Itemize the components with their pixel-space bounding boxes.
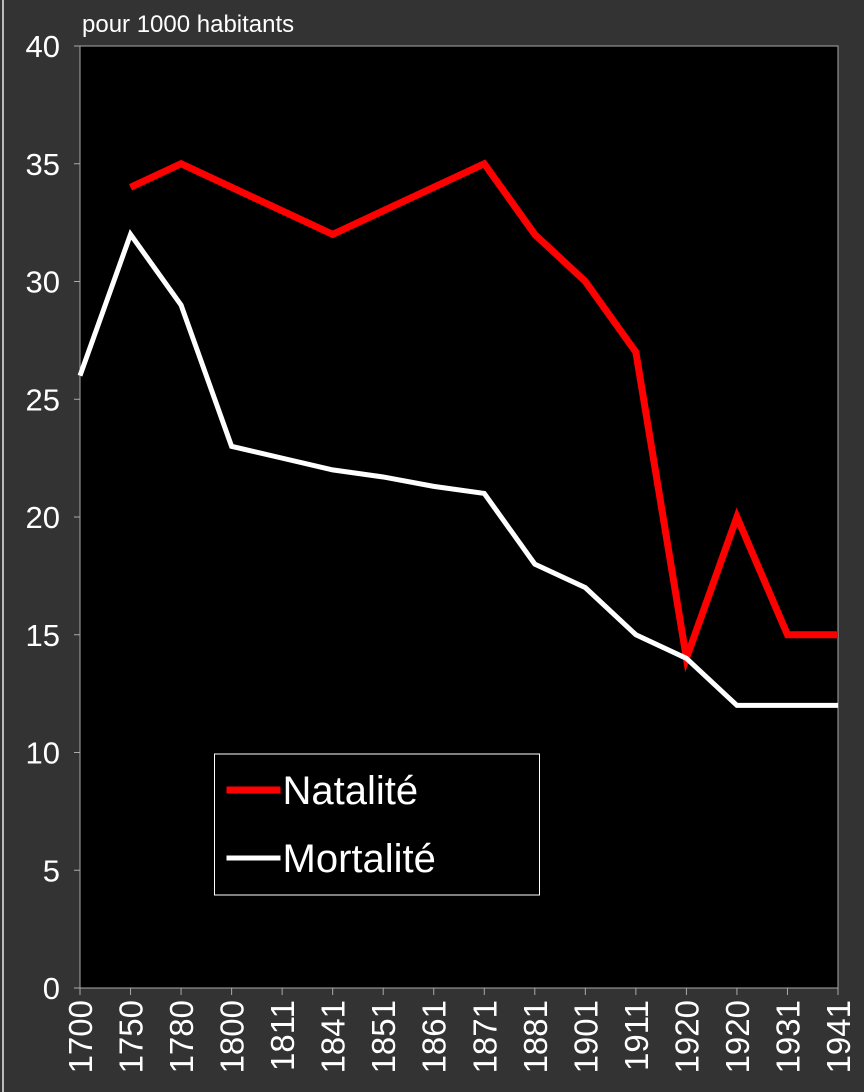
- x-tick-label: 1861: [416, 1000, 453, 1073]
- legend-box: [214, 753, 540, 896]
- y-tick-label: 0: [43, 971, 60, 1006]
- legend-label: Natalité: [283, 769, 419, 813]
- x-tick-label: 1750: [113, 1000, 150, 1073]
- x-tick-label: 1931: [769, 1000, 806, 1073]
- x-tick-label: 1780: [163, 1000, 200, 1073]
- y-tick-label: 25: [26, 382, 60, 417]
- y-tick-label: 40: [26, 29, 60, 64]
- y-tick-label: 5: [43, 853, 60, 888]
- y-tick-label: 20: [26, 500, 60, 535]
- line: [129, 159, 838, 673]
- x-tick-label: 1811: [264, 1000, 301, 1071]
- y-tick-label: 10: [26, 736, 60, 771]
- x-tick-label: 1851: [365, 1000, 402, 1073]
- legend-label: Mortalité: [283, 837, 436, 881]
- x-tick-label: 1841: [315, 1000, 352, 1073]
- x-tick-label: 1881: [517, 1000, 554, 1073]
- x-tick-label: 1800: [214, 1000, 251, 1073]
- x-tick-label: 1901: [567, 1000, 604, 1073]
- x-tick-label: 1920: [719, 1000, 756, 1073]
- x-tick-label: 1911: [618, 1000, 655, 1071]
- x-tick-label: 1700: [62, 1000, 99, 1073]
- x-tick-label: 1941: [820, 1000, 857, 1073]
- line: [77, 229, 838, 708]
- x-tick-label: 1871: [466, 1000, 503, 1073]
- y-tick-label: 30: [26, 265, 60, 300]
- y-tick-label: 15: [26, 618, 60, 653]
- y-tick-label: 35: [26, 147, 60, 182]
- subtitle: pour 1000 habitants: [82, 11, 294, 38]
- x-tick-label: 1920: [668, 1000, 705, 1073]
